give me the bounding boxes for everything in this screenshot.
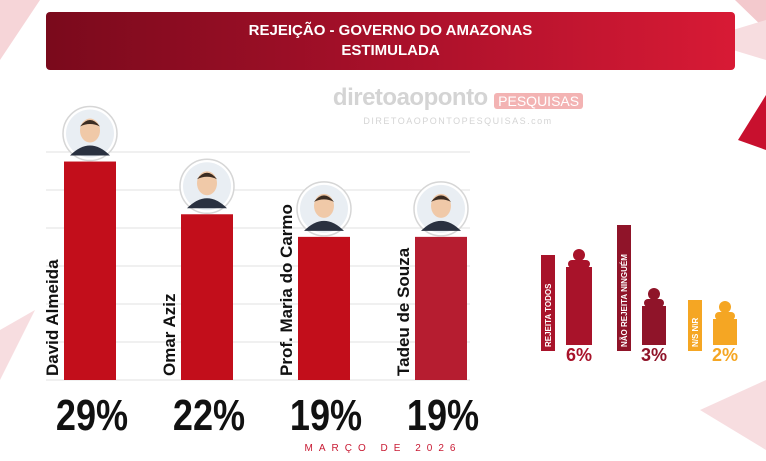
avatar-shoulders bbox=[187, 198, 227, 209]
value-label: 22% bbox=[173, 391, 245, 440]
person-avatar-icon bbox=[296, 181, 352, 237]
silhouette-head bbox=[573, 249, 585, 261]
silhouette-head bbox=[648, 288, 660, 300]
person-avatar-icon bbox=[62, 105, 118, 162]
bar bbox=[566, 267, 592, 345]
bar bbox=[181, 214, 233, 380]
watermark-url: DIRETOAOPONTOPESQUISAS.com bbox=[363, 116, 553, 126]
avatar-shoulders bbox=[421, 220, 461, 231]
title-line-1: REJEIÇÃO - GOVERNO DO AMAZONAS bbox=[248, 22, 533, 39]
silhouette-head bbox=[719, 301, 731, 313]
title-banner: REJEIÇÃO - GOVERNO DO AMAZONAS ESTIMULAD… bbox=[46, 12, 735, 70]
bar bbox=[64, 161, 116, 380]
value-label: 19% bbox=[290, 391, 362, 440]
category-label: Omar Aziz bbox=[160, 293, 179, 376]
person-silhouette-icon bbox=[642, 288, 666, 345]
title-line-2: ESTIMULADA bbox=[341, 42, 440, 59]
bar bbox=[642, 306, 666, 345]
avatar-hair bbox=[197, 172, 217, 180]
value-label: 29% bbox=[56, 391, 128, 440]
person-silhouette-icon bbox=[713, 301, 737, 345]
category-label: Tadeu de Souza bbox=[394, 247, 413, 376]
category-label: NÃO REJEITA NINGUÉM bbox=[620, 254, 629, 347]
avatar-shoulders bbox=[70, 145, 110, 156]
value-label: 19% bbox=[407, 391, 479, 440]
silhouette-neck bbox=[715, 312, 735, 320]
person-avatar-icon bbox=[413, 181, 469, 237]
category-label: REJEITA TODOS bbox=[544, 283, 553, 347]
bar bbox=[298, 236, 350, 380]
watermark: diretoaoponto PESQUISAS DIRETOAOPONTOPES… bbox=[328, 84, 588, 126]
avatar-hair bbox=[314, 195, 334, 202]
avatar-hair bbox=[80, 120, 100, 127]
watermark-tag: PESQUISAS bbox=[494, 92, 584, 109]
person-silhouette-icon bbox=[566, 249, 592, 345]
category-tag bbox=[541, 255, 555, 351]
category-label: David Almeida bbox=[43, 259, 62, 376]
category-tag bbox=[617, 225, 631, 351]
value-label: 2% bbox=[712, 345, 738, 365]
silhouette-neck bbox=[568, 260, 590, 268]
watermark-brand: diretoaoponto bbox=[332, 84, 488, 111]
avatar-shoulders bbox=[304, 220, 344, 231]
avatar-hair bbox=[431, 195, 451, 202]
category-label: N/S N\R bbox=[691, 317, 700, 347]
category-tag bbox=[688, 300, 702, 351]
person-avatar-icon bbox=[179, 158, 235, 215]
bar bbox=[415, 236, 467, 380]
value-label: 6% bbox=[566, 345, 592, 365]
value-label: 3% bbox=[641, 345, 667, 365]
footer-date: MARÇO DE 2026 bbox=[304, 443, 462, 454]
category-label: Prof. Maria do Carmo bbox=[277, 204, 296, 376]
bar bbox=[713, 319, 737, 345]
silhouette-neck bbox=[644, 299, 664, 307]
